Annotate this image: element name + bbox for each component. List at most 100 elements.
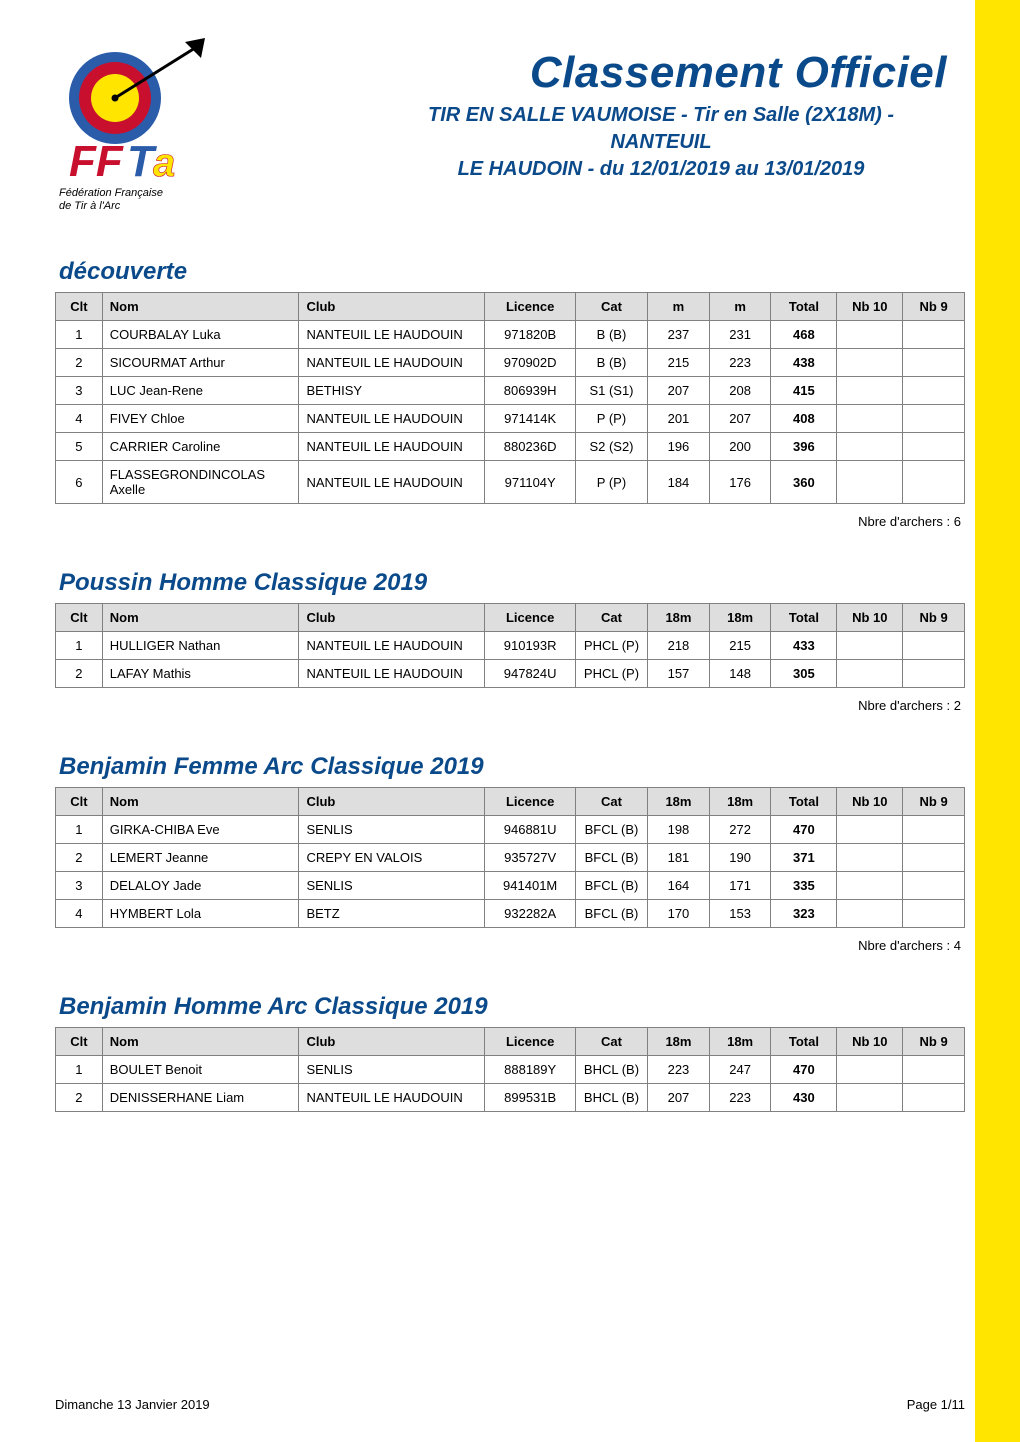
col-header: Cat bbox=[575, 1028, 647, 1056]
col-header: 18m bbox=[648, 604, 710, 632]
col-header: Cat bbox=[575, 788, 647, 816]
cell: 157 bbox=[648, 660, 710, 688]
col-header: Nb 10 bbox=[837, 1028, 903, 1056]
cell: 208 bbox=[709, 377, 771, 405]
cell: 408 bbox=[771, 405, 837, 433]
cell bbox=[837, 1056, 903, 1084]
table-row: 3DELALOY JadeSENLIS941401MBFCL (B)164171… bbox=[56, 872, 965, 900]
cell: 196 bbox=[648, 433, 710, 461]
cell: 201 bbox=[648, 405, 710, 433]
cell bbox=[903, 632, 965, 660]
cell: 360 bbox=[771, 461, 837, 504]
results-section: Benjamin Homme Arc Classique 2019CltNomC… bbox=[55, 993, 965, 1112]
cell bbox=[903, 321, 965, 349]
col-header: Nom bbox=[102, 293, 299, 321]
cell: 1 bbox=[56, 321, 103, 349]
svg-text:a: a bbox=[153, 141, 175, 185]
cell: NANTEUIL LE HAUDOUIN bbox=[299, 321, 485, 349]
cell: SENLIS bbox=[299, 872, 485, 900]
cell: 231 bbox=[709, 321, 771, 349]
cell: FIVEY Chloe bbox=[102, 405, 299, 433]
cell: 215 bbox=[709, 632, 771, 660]
cell: B (B) bbox=[575, 321, 647, 349]
cell bbox=[903, 844, 965, 872]
col-header: Nb 10 bbox=[837, 293, 903, 321]
col-header: 18m bbox=[648, 788, 710, 816]
cell bbox=[837, 660, 903, 688]
cell bbox=[837, 377, 903, 405]
cell bbox=[837, 461, 903, 504]
cell: NANTEUIL LE HAUDOUIN bbox=[299, 1084, 485, 1112]
cell bbox=[837, 844, 903, 872]
cell: SICOURMAT Arthur bbox=[102, 349, 299, 377]
cell: CREPY EN VALOIS bbox=[299, 844, 485, 872]
cell: 468 bbox=[771, 321, 837, 349]
cell: 2 bbox=[56, 349, 103, 377]
table-row: 2LEMERT JeanneCREPY EN VALOIS935727VBFCL… bbox=[56, 844, 965, 872]
cell: S2 (S2) bbox=[575, 433, 647, 461]
cell: 806939H bbox=[485, 377, 575, 405]
cell: 941401M bbox=[485, 872, 575, 900]
cell: PHCL (P) bbox=[575, 660, 647, 688]
cell: CARRIER Caroline bbox=[102, 433, 299, 461]
cell: 198 bbox=[648, 816, 710, 844]
cell: 2 bbox=[56, 660, 103, 688]
cell bbox=[903, 377, 965, 405]
table-row: 4FIVEY ChloeNANTEUIL LE HAUDOUIN971414KP… bbox=[56, 405, 965, 433]
cell bbox=[837, 872, 903, 900]
cell: 6 bbox=[56, 461, 103, 504]
svg-text:de Tir à l'Arc: de Tir à l'Arc bbox=[59, 200, 121, 212]
cell: 237 bbox=[648, 321, 710, 349]
cell bbox=[903, 900, 965, 928]
cell bbox=[903, 349, 965, 377]
cell: 470 bbox=[771, 816, 837, 844]
cell bbox=[837, 1084, 903, 1112]
cell: PHCL (P) bbox=[575, 632, 647, 660]
table-row: 2DENISSERHANE LiamNANTEUIL LE HAUDOUIN89… bbox=[56, 1084, 965, 1112]
cell: 5 bbox=[56, 433, 103, 461]
cell bbox=[903, 405, 965, 433]
cell: S1 (S1) bbox=[575, 377, 647, 405]
section-heading: Benjamin Femme Arc Classique 2019 bbox=[59, 753, 965, 781]
header: FF T a Fédération Française de Tir à l'A… bbox=[55, 38, 965, 218]
cell: BFCL (B) bbox=[575, 816, 647, 844]
cell: 3 bbox=[56, 377, 103, 405]
table-row: 3LUC Jean-ReneBETHISY806939HS1 (S1)20720… bbox=[56, 377, 965, 405]
cell: B (B) bbox=[575, 349, 647, 377]
table-row: 1HULLIGER NathanNANTEUIL LE HAUDOUIN9101… bbox=[56, 632, 965, 660]
cell: BFCL (B) bbox=[575, 872, 647, 900]
cell: BETHISY bbox=[299, 377, 485, 405]
col-header: Total bbox=[771, 604, 837, 632]
cell: 218 bbox=[648, 632, 710, 660]
table-row: 4HYMBERT LolaBETZ932282ABFCL (B)17015332… bbox=[56, 900, 965, 928]
cell: NANTEUIL LE HAUDOUIN bbox=[299, 660, 485, 688]
cell: 1 bbox=[56, 1056, 103, 1084]
cell: DELALOY Jade bbox=[102, 872, 299, 900]
cell: COURBALAY Luka bbox=[102, 321, 299, 349]
cell: 272 bbox=[709, 816, 771, 844]
cell: 223 bbox=[709, 1084, 771, 1112]
cell: LAFAY Mathis bbox=[102, 660, 299, 688]
cell: HYMBERT Lola bbox=[102, 900, 299, 928]
col-header: Licence bbox=[485, 293, 575, 321]
archer-count: Nbre d'archers : 6 bbox=[55, 514, 961, 529]
col-header: Nb 9 bbox=[903, 1028, 965, 1056]
col-header: Nb 9 bbox=[903, 788, 965, 816]
cell: 946881U bbox=[485, 816, 575, 844]
cell: 190 bbox=[709, 844, 771, 872]
svg-text:FF: FF bbox=[69, 137, 124, 186]
cell: BOULET Benoit bbox=[102, 1056, 299, 1084]
cell: 433 bbox=[771, 632, 837, 660]
col-header: Nom bbox=[102, 604, 299, 632]
cell: 305 bbox=[771, 660, 837, 688]
table-row: 1COURBALAY LukaNANTEUIL LE HAUDOUIN97182… bbox=[56, 321, 965, 349]
cell: 2 bbox=[56, 1084, 103, 1112]
svg-text:Fédération Française: Fédération Française bbox=[59, 187, 163, 199]
archer-count: Nbre d'archers : 2 bbox=[55, 698, 961, 713]
footer-page: Page 1/11 bbox=[907, 1397, 965, 1412]
section-heading: découverte bbox=[59, 258, 965, 286]
results-section: découverteCltNomClubLicenceCatmmTotalNb … bbox=[55, 258, 965, 529]
cell: 200 bbox=[709, 433, 771, 461]
cell bbox=[903, 461, 965, 504]
cell: LUC Jean-Rene bbox=[102, 377, 299, 405]
